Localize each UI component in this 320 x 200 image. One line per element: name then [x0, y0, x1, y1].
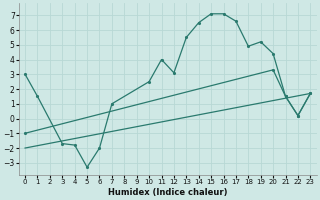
X-axis label: Humidex (Indice chaleur): Humidex (Indice chaleur)	[108, 188, 228, 197]
